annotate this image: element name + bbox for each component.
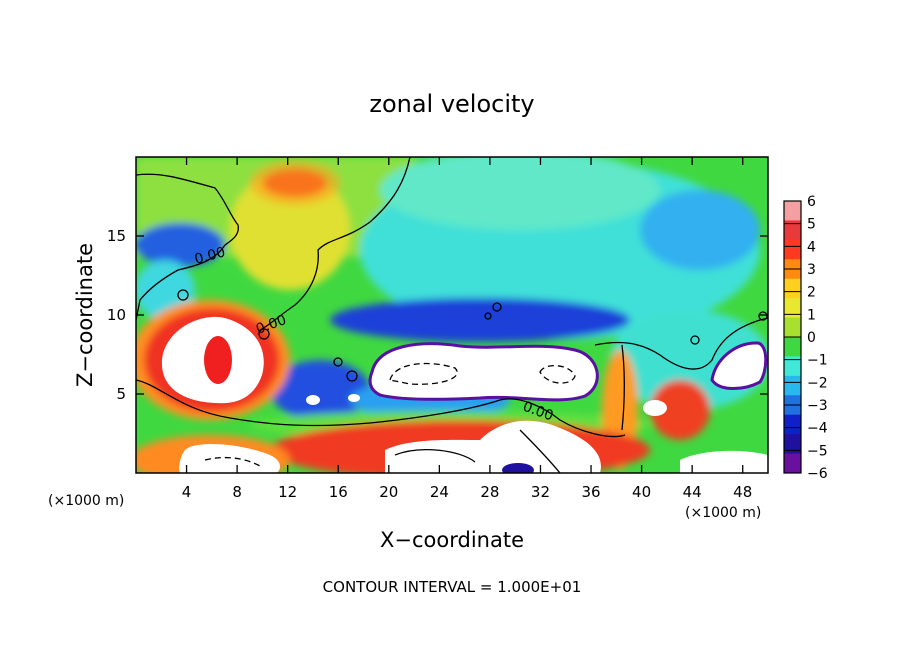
right-upper-blue: [640, 190, 760, 270]
colorbar-label-4: 2: [807, 285, 816, 301]
small-contour-6: [258, 328, 270, 340]
y-tick-label-15: 15: [107, 227, 126, 245]
contour-lines: [136, 157, 768, 473]
small-contour-3: [492, 302, 502, 312]
bottom-center-contour: [394, 449, 476, 463]
x-tick-label-28: 28: [480, 483, 499, 501]
colorbar-label-9: −3: [807, 398, 828, 414]
colorbar-label-10: −4: [807, 421, 828, 437]
zero-contour-right: [594, 317, 768, 370]
negative-dashed-contour-2: [539, 365, 576, 384]
y-axis-label: Z−coordinate: [73, 243, 97, 387]
x-tick-label-4: 4: [182, 483, 192, 501]
colorbar-label-5: 1: [807, 307, 816, 323]
zero-contour-upper-center: [259, 157, 411, 331]
right-white-blob: [710, 341, 768, 390]
colorbar-band-9: [784, 375, 801, 396]
contour-label-upper: 0.00: [193, 244, 227, 268]
zero-contour-middle: [136, 379, 626, 438]
colorbar-band-2: [784, 239, 801, 260]
x-tick-label-48: 48: [733, 483, 752, 501]
colorbar-band-4: [784, 278, 801, 299]
central-blue-band: [330, 298, 630, 342]
left-inner-red: [204, 336, 232, 384]
x-tick-label-40: 40: [632, 483, 651, 501]
negative-dashed-contour-1: [389, 362, 458, 385]
left-lower-blue: [270, 360, 370, 420]
colorbar-label-11: −5: [807, 443, 828, 459]
colorbar-band-6: [784, 317, 801, 338]
colorbar: 6 5 4 3 2 1 0 −1 −2 −3 −4 −5 −6: [783, 194, 828, 482]
chart-title: zonal velocity: [369, 90, 534, 118]
bottom-right-white-blob: [680, 450, 768, 473]
colorbar-band-8: [784, 356, 801, 377]
small-contour-4: [484, 312, 492, 320]
bottom-blue-spot: [502, 463, 534, 473]
top-orange-halo: [250, 161, 340, 205]
small-contour-1: [333, 357, 343, 367]
right-lower-red: [650, 380, 710, 440]
x-axis-ticks: 4 8 12 16 20 24 28 32 36 40 44 48: [182, 157, 752, 501]
colorbar-label-0: 6: [807, 194, 816, 210]
x-tick-label-36: 36: [581, 483, 600, 501]
colorbar-band-13: [784, 453, 801, 474]
zero-contour-upper-left: [136, 173, 239, 321]
colorbar-band-7: [784, 337, 801, 357]
colorbar-band-12: [784, 434, 801, 455]
bottom-center-white-blob: [385, 420, 601, 473]
x-tick-label-32: 32: [531, 483, 550, 501]
colorbar-label-8: −2: [807, 375, 828, 391]
x-tick-label-24: 24: [430, 483, 449, 501]
left-upper-blue: [136, 223, 225, 267]
x-tick-label-8: 8: [232, 483, 242, 501]
right-lower-white-patch: [643, 400, 667, 416]
colorbar-label-2: 4: [807, 239, 816, 255]
x-unit-left: (×1000 m): [48, 493, 124, 509]
small-contour-2: [346, 370, 358, 382]
left-small-blue-spot-2: [348, 394, 360, 402]
x-axis-label: X−coordinate: [380, 528, 524, 552]
colorbar-band-0: [784, 201, 801, 221]
negative-dashed-contour-3: [204, 456, 261, 467]
small-contour-5: [177, 289, 189, 301]
bottom-right-contour: [519, 429, 561, 473]
colorbar-label-6: 0: [807, 330, 816, 346]
x-tick-label-44: 44: [683, 483, 702, 501]
center-white-blob: [368, 342, 599, 402]
x-unit-right: (×1000 m): [685, 505, 761, 521]
colorbar-label-7: −1: [807, 353, 828, 369]
y-tick-label-5: 5: [116, 385, 126, 403]
small-contour-8: [758, 311, 768, 321]
bottom-left-white-blob: [179, 443, 280, 473]
saturated-regions: [161, 316, 768, 473]
plot-area: 0.00 0.00 0.00: [136, 157, 768, 473]
small-contour-7: [690, 335, 700, 345]
zero-contour-right-vertical: [621, 344, 625, 431]
left-small-blue-spot: [306, 395, 320, 405]
y-axis-ticks: 5 10 15: [107, 227, 768, 403]
colorbar-band-5: [784, 298, 801, 319]
x-tick-label-16: 16: [329, 483, 348, 501]
colorbar-label-3: 3: [807, 262, 816, 278]
contour-interval-note: CONTOUR INTERVAL = 1.000E+01: [323, 578, 582, 596]
top-center-cyan: [380, 157, 660, 230]
x-tick-label-20: 20: [379, 483, 398, 501]
y-tick-label-10: 10: [107, 306, 126, 324]
x-tick-label-12: 12: [278, 483, 297, 501]
colorbar-band-11: [784, 414, 801, 435]
colorbar-band-1: [784, 220, 801, 241]
colorbar-label-1: 5: [807, 217, 816, 233]
colorbar-label-12: −6: [807, 466, 828, 482]
